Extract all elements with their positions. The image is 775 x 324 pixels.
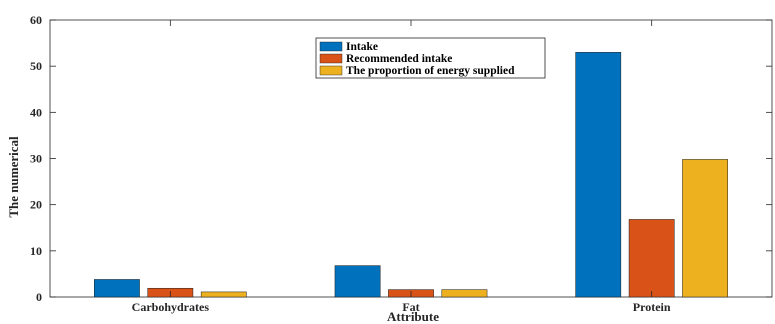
bar-carbohydrates-series-3	[200, 291, 247, 298]
x-axis-label: Attribute	[387, 309, 439, 324]
legend-swatch-3	[319, 65, 343, 76]
bar-fat-series-3	[441, 289, 488, 298]
y-tick-label: 10	[30, 244, 42, 258]
bar-protein-series-1	[575, 52, 622, 298]
legend-swatch-1	[319, 41, 343, 52]
x-tick-label-protein: Protein	[633, 300, 671, 314]
bar-carbohydrates-series-1	[94, 279, 140, 298]
legend-label-3: The proportion of energy supplied	[346, 65, 515, 77]
bar-protein-series-2	[628, 219, 675, 298]
legend-swatch-2	[319, 53, 343, 64]
legend-label-1: Intake	[346, 41, 378, 53]
ticks: 0 10 20 30 40 50 60 Carbohydrates Fat Protein	[30, 13, 772, 314]
y-axis-label: The numerical	[6, 136, 21, 218]
bar-fat-series-1	[334, 265, 381, 298]
legend-label-2: Recommended intake	[346, 53, 452, 65]
legend-box	[315, 37, 546, 79]
y-tick-label: 60	[30, 13, 42, 27]
bar-protein-series-3	[682, 159, 728, 298]
bars	[94, 52, 728, 298]
y-tick-label: 40	[30, 105, 42, 119]
x-tick-label-carbohydrates: Carbohydrates	[132, 300, 210, 314]
y-tick-label: 0	[36, 290, 42, 304]
x-tick-label-fat: Fat	[402, 300, 419, 314]
y-tick-label: 30	[30, 152, 42, 166]
y-tick-label: 20	[30, 198, 42, 212]
y-tick-label: 50	[30, 59, 42, 73]
